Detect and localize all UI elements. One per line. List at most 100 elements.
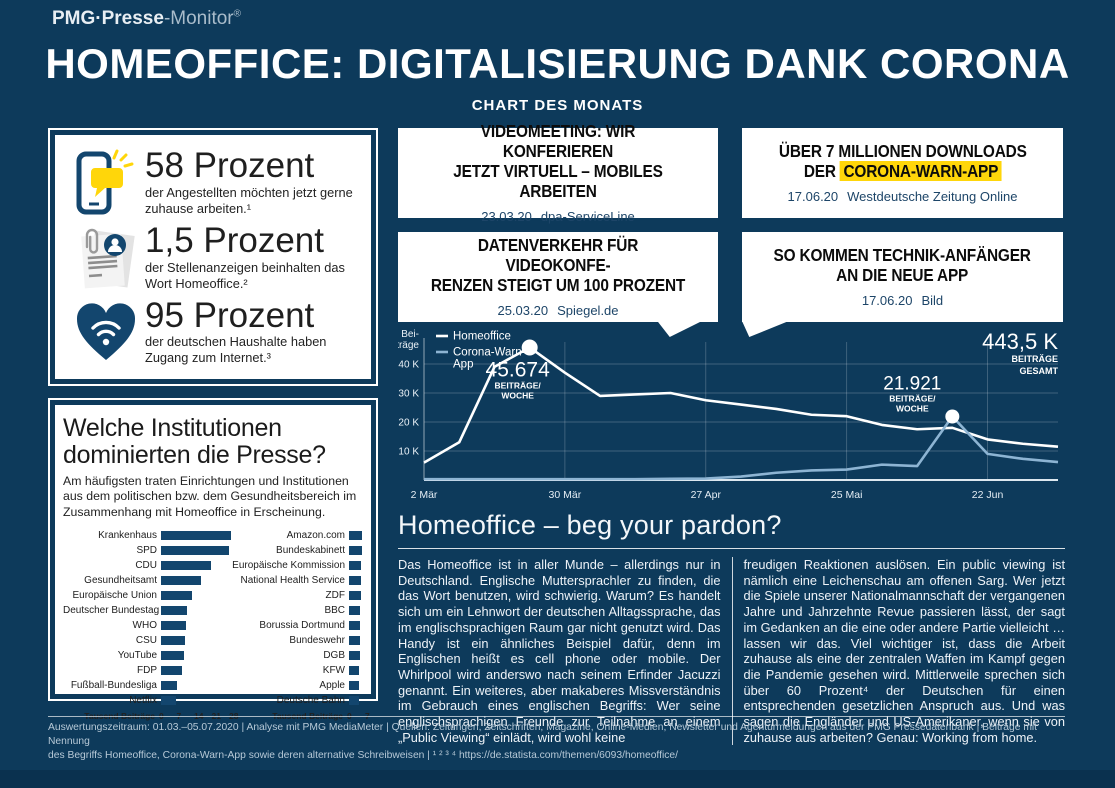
svg-text:WOCHE: WOCHE xyxy=(896,403,929,413)
svg-text:25 Mai: 25 Mai xyxy=(831,489,863,501)
bar-label: Krankenhaus xyxy=(98,529,157,541)
article-column-1: Das Homeoffice ist in aller Munde – alle… xyxy=(398,557,721,745)
svg-text:45.674: 45.674 xyxy=(486,358,551,381)
bar-row: CDU xyxy=(63,560,231,571)
axis-tick: 7 xyxy=(176,710,182,721)
phone-chat-icon xyxy=(67,148,145,218)
bar xyxy=(161,530,231,540)
bar-label: KFW xyxy=(322,664,345,676)
article: Homeoffice – beg your pardon? Das Homeof… xyxy=(398,510,1065,746)
footer-line-2: des Begriffs Homeoffice, Corona-Warn-App… xyxy=(48,749,678,761)
headline-box-corona-warn-app-downloads: ÜBER 7 MILLIONEN DOWNLOADS DER CORONA-WAR… xyxy=(742,128,1063,218)
footer-line-1: Auswertungszeitraum: 01.03.–05.07.2020 |… xyxy=(48,722,1038,747)
bar-label: National Health Service xyxy=(240,574,346,586)
headline-dateline: 17.06.20 Westdeutsche Zeitung Online xyxy=(787,188,1018,204)
bar-row: BBC xyxy=(231,605,367,616)
bar-row: YouTube xyxy=(63,650,231,661)
bar xyxy=(161,680,178,690)
bar-label: Europäische Kommission xyxy=(232,559,345,571)
bar xyxy=(349,545,362,555)
bar-row: FDP xyxy=(63,665,231,676)
stat-caption: der Stellenanzeigen beinhalten das Wort … xyxy=(145,260,345,292)
axis-tick: 28 xyxy=(229,710,239,721)
page-title: HOMEOFFICE: DIGITALISIERUNG DANK CORONA xyxy=(45,40,1070,87)
bar-row: Deutscher Bundestag xyxy=(63,605,231,616)
bar-label: WHO xyxy=(132,619,157,631)
svg-text:App: App xyxy=(453,359,473,371)
stat-caption: der Angestellten möchten jetzt gerne zuh… xyxy=(145,184,353,216)
bar-row: Bundeswehr xyxy=(231,635,367,646)
headline-text: SO KOMMEN TECHNIK-ANFÄNGER AN DIE NEUE AP… xyxy=(773,245,1032,285)
bar-label: CDU xyxy=(135,559,157,571)
bar-row: SPD xyxy=(63,545,231,556)
bar xyxy=(161,560,211,570)
article-divider xyxy=(398,548,1065,549)
bar xyxy=(349,530,362,540)
bar-label: YouTube xyxy=(117,649,157,661)
bar-label: DGB xyxy=(323,649,345,661)
bar-row: Fußball-Bundesliga xyxy=(63,680,231,691)
bar-row: Europäische Union xyxy=(63,590,231,601)
bar-label: CSU xyxy=(135,634,157,646)
bar-label: FDP xyxy=(137,664,157,676)
bar-row: Bundeskabinett xyxy=(231,545,367,556)
svg-text:GESAMT: GESAMT xyxy=(1019,366,1058,376)
bar xyxy=(349,695,359,705)
institutions-bar-charts: Krankenhaus SPD CDU Gesundheitsamt Europäisc… xyxy=(63,529,370,721)
bar-label: Borussia Dortmund xyxy=(259,619,345,631)
bar-label: Deutsche Bahn xyxy=(276,694,345,706)
page-subtitle: CHART DES MONATS xyxy=(471,97,644,114)
bar-row: KFW xyxy=(231,665,367,676)
axis-label: Tausend Beiträge xyxy=(84,710,155,721)
axis-label: Tausend Beiträge xyxy=(272,710,343,721)
stat-caption: der deutschen Haushalte haben Zugang zum… xyxy=(145,334,327,366)
svg-text:20 K: 20 K xyxy=(398,418,419,429)
bar xyxy=(349,680,360,690)
bar-row: Europäische Kommission xyxy=(231,560,367,571)
stat-row-job-ads: 1,5 Prozent der Stellenanzeigen beinhalt… xyxy=(67,223,359,293)
svg-text:träge: träge xyxy=(398,340,419,351)
svg-text:40 K: 40 K xyxy=(398,360,419,371)
stat-number: 95 Prozent xyxy=(145,295,315,335)
bar xyxy=(161,620,186,630)
svg-text:Bei-: Bei- xyxy=(401,329,419,340)
headline-dateline: 17.06.20 Bild xyxy=(861,292,944,308)
bar xyxy=(161,605,188,615)
bar-row: National Health Service xyxy=(231,575,367,586)
axis-tick: 0 xyxy=(159,710,164,721)
article-column-2: freudigen Reaktionen auslösen. Ein publi… xyxy=(731,557,1065,746)
svg-text:2 Mär: 2 Mär xyxy=(411,489,438,501)
headline-box-datenverkehr: DATENVERKEHR FÜR VIDEOKONFE- RENZEN STEIG… xyxy=(398,232,718,322)
bar xyxy=(349,665,360,675)
footer-source-note: Auswertungszeitraum: 01.03.–05.07.2020 |… xyxy=(48,716,1065,763)
bar xyxy=(161,665,183,675)
bar xyxy=(349,650,360,660)
bar-row: WHO xyxy=(63,620,231,631)
bar xyxy=(161,590,193,600)
yellow-highlight: CORONA-WARN-APP xyxy=(839,161,1002,181)
bar xyxy=(349,605,361,615)
bar xyxy=(349,620,361,630)
job-ad-documents-icon xyxy=(67,223,145,293)
bar-axis: Tausend Beiträge 0 7 xyxy=(231,710,370,721)
svg-text:BEITRÄGE: BEITRÄGE xyxy=(1011,354,1058,364)
bar xyxy=(161,695,176,705)
brand-logo: PMG·Presse-Monitor® xyxy=(52,8,241,30)
bar-label: Netflix xyxy=(129,694,157,706)
axis-tick: 14 xyxy=(194,710,204,721)
bar-row: Gesundheitsamt xyxy=(63,575,231,586)
bar xyxy=(161,635,185,645)
bar xyxy=(349,635,360,645)
bar-label: Apple xyxy=(319,679,345,691)
bar-label: Fußball-Bundesliga xyxy=(70,679,157,691)
bar-row: Netflix xyxy=(63,695,231,706)
bar-row: Borussia Dortmund xyxy=(231,620,367,631)
headline-dateline: 23.03.20 dpa-ServiceLine xyxy=(481,208,635,224)
bar-row: CSU xyxy=(63,635,231,646)
institutions-panel: Welche Institutionen dominierten die Pres… xyxy=(48,398,378,721)
axis-tick: 7 xyxy=(365,710,370,721)
bar-label: Amazon.com xyxy=(286,529,345,541)
stat-row-homeoffice-wish: 58 Prozent der Angestellten möchten jetz… xyxy=(67,147,359,218)
bar-label: Bundeswehr xyxy=(289,634,345,646)
